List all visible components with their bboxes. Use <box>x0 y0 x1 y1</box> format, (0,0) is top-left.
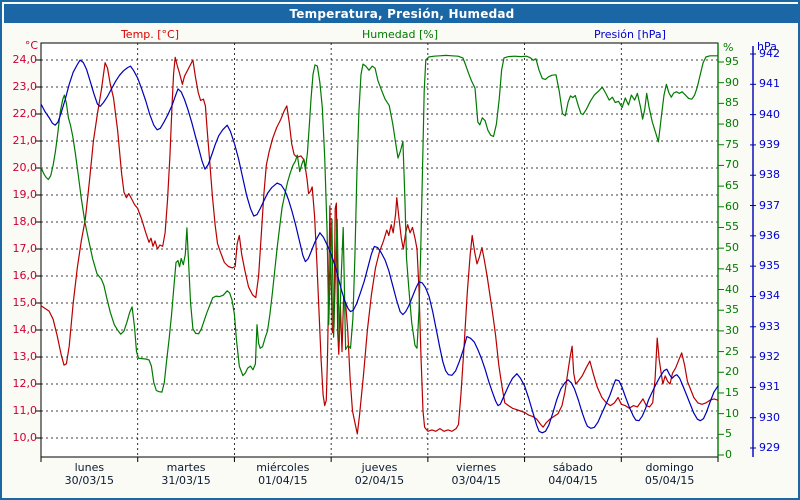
humidity-tick-label: 60 <box>725 199 739 213</box>
day-label-domingo: domingo 05/04/15 <box>621 461 718 487</box>
humidity-tick-label: 55 <box>725 220 739 234</box>
humidity-tick-label: 25 <box>725 344 739 358</box>
day-name: jueves <box>361 461 398 474</box>
pressure-tick-label: 934 <box>759 289 780 303</box>
temp-tick-label: 13,0 <box>12 350 38 363</box>
temp-tick-label: 22,0 <box>12 107 38 120</box>
day-label-viernes: viernes 03/04/15 <box>428 461 525 487</box>
temp-tick-label: 17,0 <box>12 242 38 255</box>
temp-tick-label: 23,0 <box>12 80 38 93</box>
day-date: 04/04/15 <box>548 474 598 487</box>
humidity-tick-label: 20 <box>725 365 739 379</box>
pressure-tick-label: 933 <box>759 319 780 333</box>
humidity-tick-label: 95 <box>725 55 739 68</box>
temp-tick-label: 10,0 <box>12 431 38 444</box>
title-bar: Temperatura, Presión, Humedad <box>4 4 798 23</box>
humidity-tick-label: 35 <box>725 303 739 317</box>
humidity-tick-label: 65 <box>725 179 739 193</box>
day-label-martes: martes 31/03/15 <box>138 461 235 487</box>
window-title: Temperatura, Presión, Humedad <box>289 6 515 21</box>
day-label-miércoles: miércoles 01/04/15 <box>234 461 331 487</box>
legend-pressure: Presión [hPa] <box>594 28 666 41</box>
day-date: 02/04/15 <box>354 474 405 487</box>
humidity-tick-label: 0 <box>725 448 732 461</box>
day-date: 31/03/15 <box>161 474 211 487</box>
humidity-tick-label: 80 <box>725 117 739 131</box>
temp-tick-label: 15,0 <box>12 296 38 309</box>
day-name: domingo <box>645 461 694 474</box>
pressure-tick-label: 938 <box>759 168 780 182</box>
pressure-curve <box>40 59 719 434</box>
pressure-tick-label: 935 <box>759 259 780 273</box>
humidity-tick-label: 75 <box>725 137 739 151</box>
temp-tick-label: 21,0 <box>12 134 38 147</box>
pressure-tick-label: 940 <box>759 107 780 121</box>
day-name: miércoles <box>256 461 310 474</box>
humidity-tick-label: 85 <box>725 96 739 110</box>
temp-tick-label: 12,0 <box>12 377 38 390</box>
legend-humidity: Humedad [%] <box>362 28 438 41</box>
humidity-tick-label: 45 <box>725 261 739 275</box>
day-name: martes <box>166 461 206 474</box>
temperature-curve <box>40 56 719 435</box>
humidity-tick-label: 70 <box>725 158 739 172</box>
humidity-axis-unit: % <box>723 41 734 54</box>
day-date: 30/03/15 <box>64 474 115 487</box>
day-name: lunes <box>74 461 105 474</box>
day-label-sábado: sábado 04/04/15 <box>525 461 622 487</box>
humidity-tick-label: 30 <box>725 323 739 337</box>
temp-tick-label: 18,0 <box>12 215 38 228</box>
pressure-tick-label: 930 <box>759 410 780 424</box>
day-label-lunes: lunes 30/03/15 <box>41 461 138 487</box>
humidity-tick-label: 40 <box>725 282 739 296</box>
temperature-axis-unit: °C <box>24 39 38 52</box>
day-date: 05/04/15 <box>644 474 695 487</box>
temp-tick-label: 24,0 <box>12 53 38 66</box>
pressure-tick-label: 942 <box>759 47 780 60</box>
day-date: 01/04/15 <box>258 474 308 487</box>
temp-tick-label: 16,0 <box>12 269 38 282</box>
pressure-tick-label: 941 <box>759 77 780 91</box>
pressure-tick-label: 931 <box>759 380 780 394</box>
pressure-tick-label: 932 <box>759 350 780 364</box>
day-name: sábado <box>552 461 593 474</box>
pressure-tick-label: 937 <box>759 198 780 212</box>
day-name: viernes <box>456 461 497 474</box>
legend-temperature: Temp. [°C] <box>120 28 180 41</box>
humidity-tick-label: 10 <box>725 406 739 420</box>
temp-tick-label: 20,0 <box>12 161 38 174</box>
pressure-tick-label: 936 <box>759 228 780 242</box>
temp-tick-label: 11,0 <box>12 404 38 417</box>
pressure-axis-unit: hPa <box>757 40 777 53</box>
day-label-jueves: jueves 02/04/15 <box>331 461 428 487</box>
humidity-tick-label: 15 <box>725 385 739 399</box>
humidity-tick-label: 90 <box>725 75 739 89</box>
day-date: 03/04/15 <box>451 474 501 487</box>
pressure-tick-label: 929 <box>759 441 780 454</box>
pressure-tick-label: 939 <box>759 137 780 151</box>
temp-tick-label: 19,0 <box>12 188 38 201</box>
humidity-curve <box>40 54 719 393</box>
humidity-tick-label: 5 <box>725 427 732 441</box>
temp-tick-label: 14,0 <box>12 323 38 336</box>
humidity-tick-label: 50 <box>725 241 739 255</box>
